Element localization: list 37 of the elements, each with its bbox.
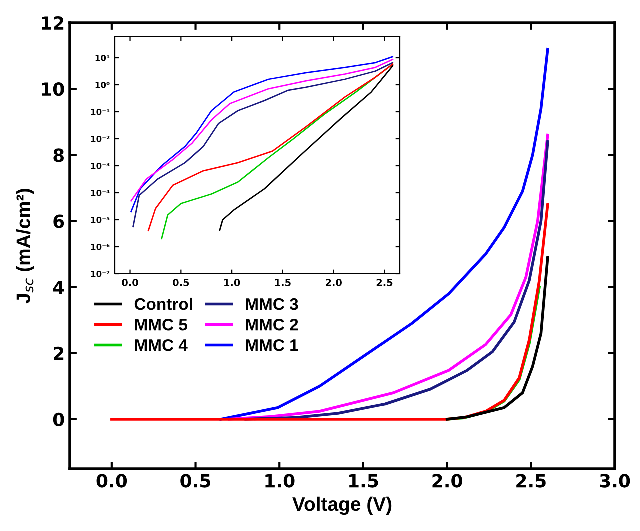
x-tick-label: 0.0	[96, 474, 128, 488]
y-tick-label: 10⁻⁴	[91, 190, 110, 196]
x-tick-label: 1.0	[224, 279, 240, 286]
legend-label: MMC 2	[246, 318, 298, 331]
y-tick-label: 10⁻³	[91, 162, 110, 170]
y-tick-label: 10¹	[96, 54, 110, 62]
legend-label: MMC 3	[246, 298, 298, 310]
x-tick-label: 1.5	[275, 279, 291, 286]
y-tick-label: 6	[54, 214, 64, 228]
x-tick-label: 2.5	[376, 279, 393, 286]
y-tick-label: 12	[42, 16, 64, 30]
x-tick-label: 2.5	[516, 474, 546, 488]
y-tick-label: 10⁻²	[91, 136, 110, 142]
y-tick-label: 8	[54, 148, 64, 162]
y-axis-title: J$_{sc}$ (mA/cm²)	[16, 189, 34, 304]
x-axis-title: Voltage (V)	[292, 496, 392, 516]
y-tick-label: 10⁻⁷	[91, 270, 110, 278]
y-tick-label: 10	[42, 82, 64, 96]
y-tick-label: 2	[54, 346, 64, 360]
x-tick-label: 2.0	[326, 279, 342, 286]
y-tick-label: 10⁻⁶	[91, 244, 110, 250]
legend-label: MMC 1	[246, 339, 298, 352]
y-tick-label: 10⁻⁵	[91, 216, 110, 224]
x-tick-label: 3.0	[600, 474, 630, 488]
legend-label: MMC 4	[135, 339, 188, 352]
legend-label: Control	[134, 298, 192, 310]
x-tick-label: 0.5	[173, 279, 190, 286]
x-tick-label: 0.5	[180, 474, 210, 488]
y-tick-label: 0	[53, 412, 64, 427]
x-tick-label: 1.5	[350, 474, 378, 488]
x-tick-label: 0.0	[122, 279, 138, 286]
x-tick-label: 1.0	[266, 474, 295, 488]
legend-label: MMC 5	[135, 318, 188, 331]
y-tick-label: 4	[53, 280, 64, 294]
x-tick-label: 2.0	[432, 474, 462, 488]
y-tick-label: 10⁰	[96, 82, 110, 88]
y-tick-label: 10⁻¹	[91, 108, 110, 116]
